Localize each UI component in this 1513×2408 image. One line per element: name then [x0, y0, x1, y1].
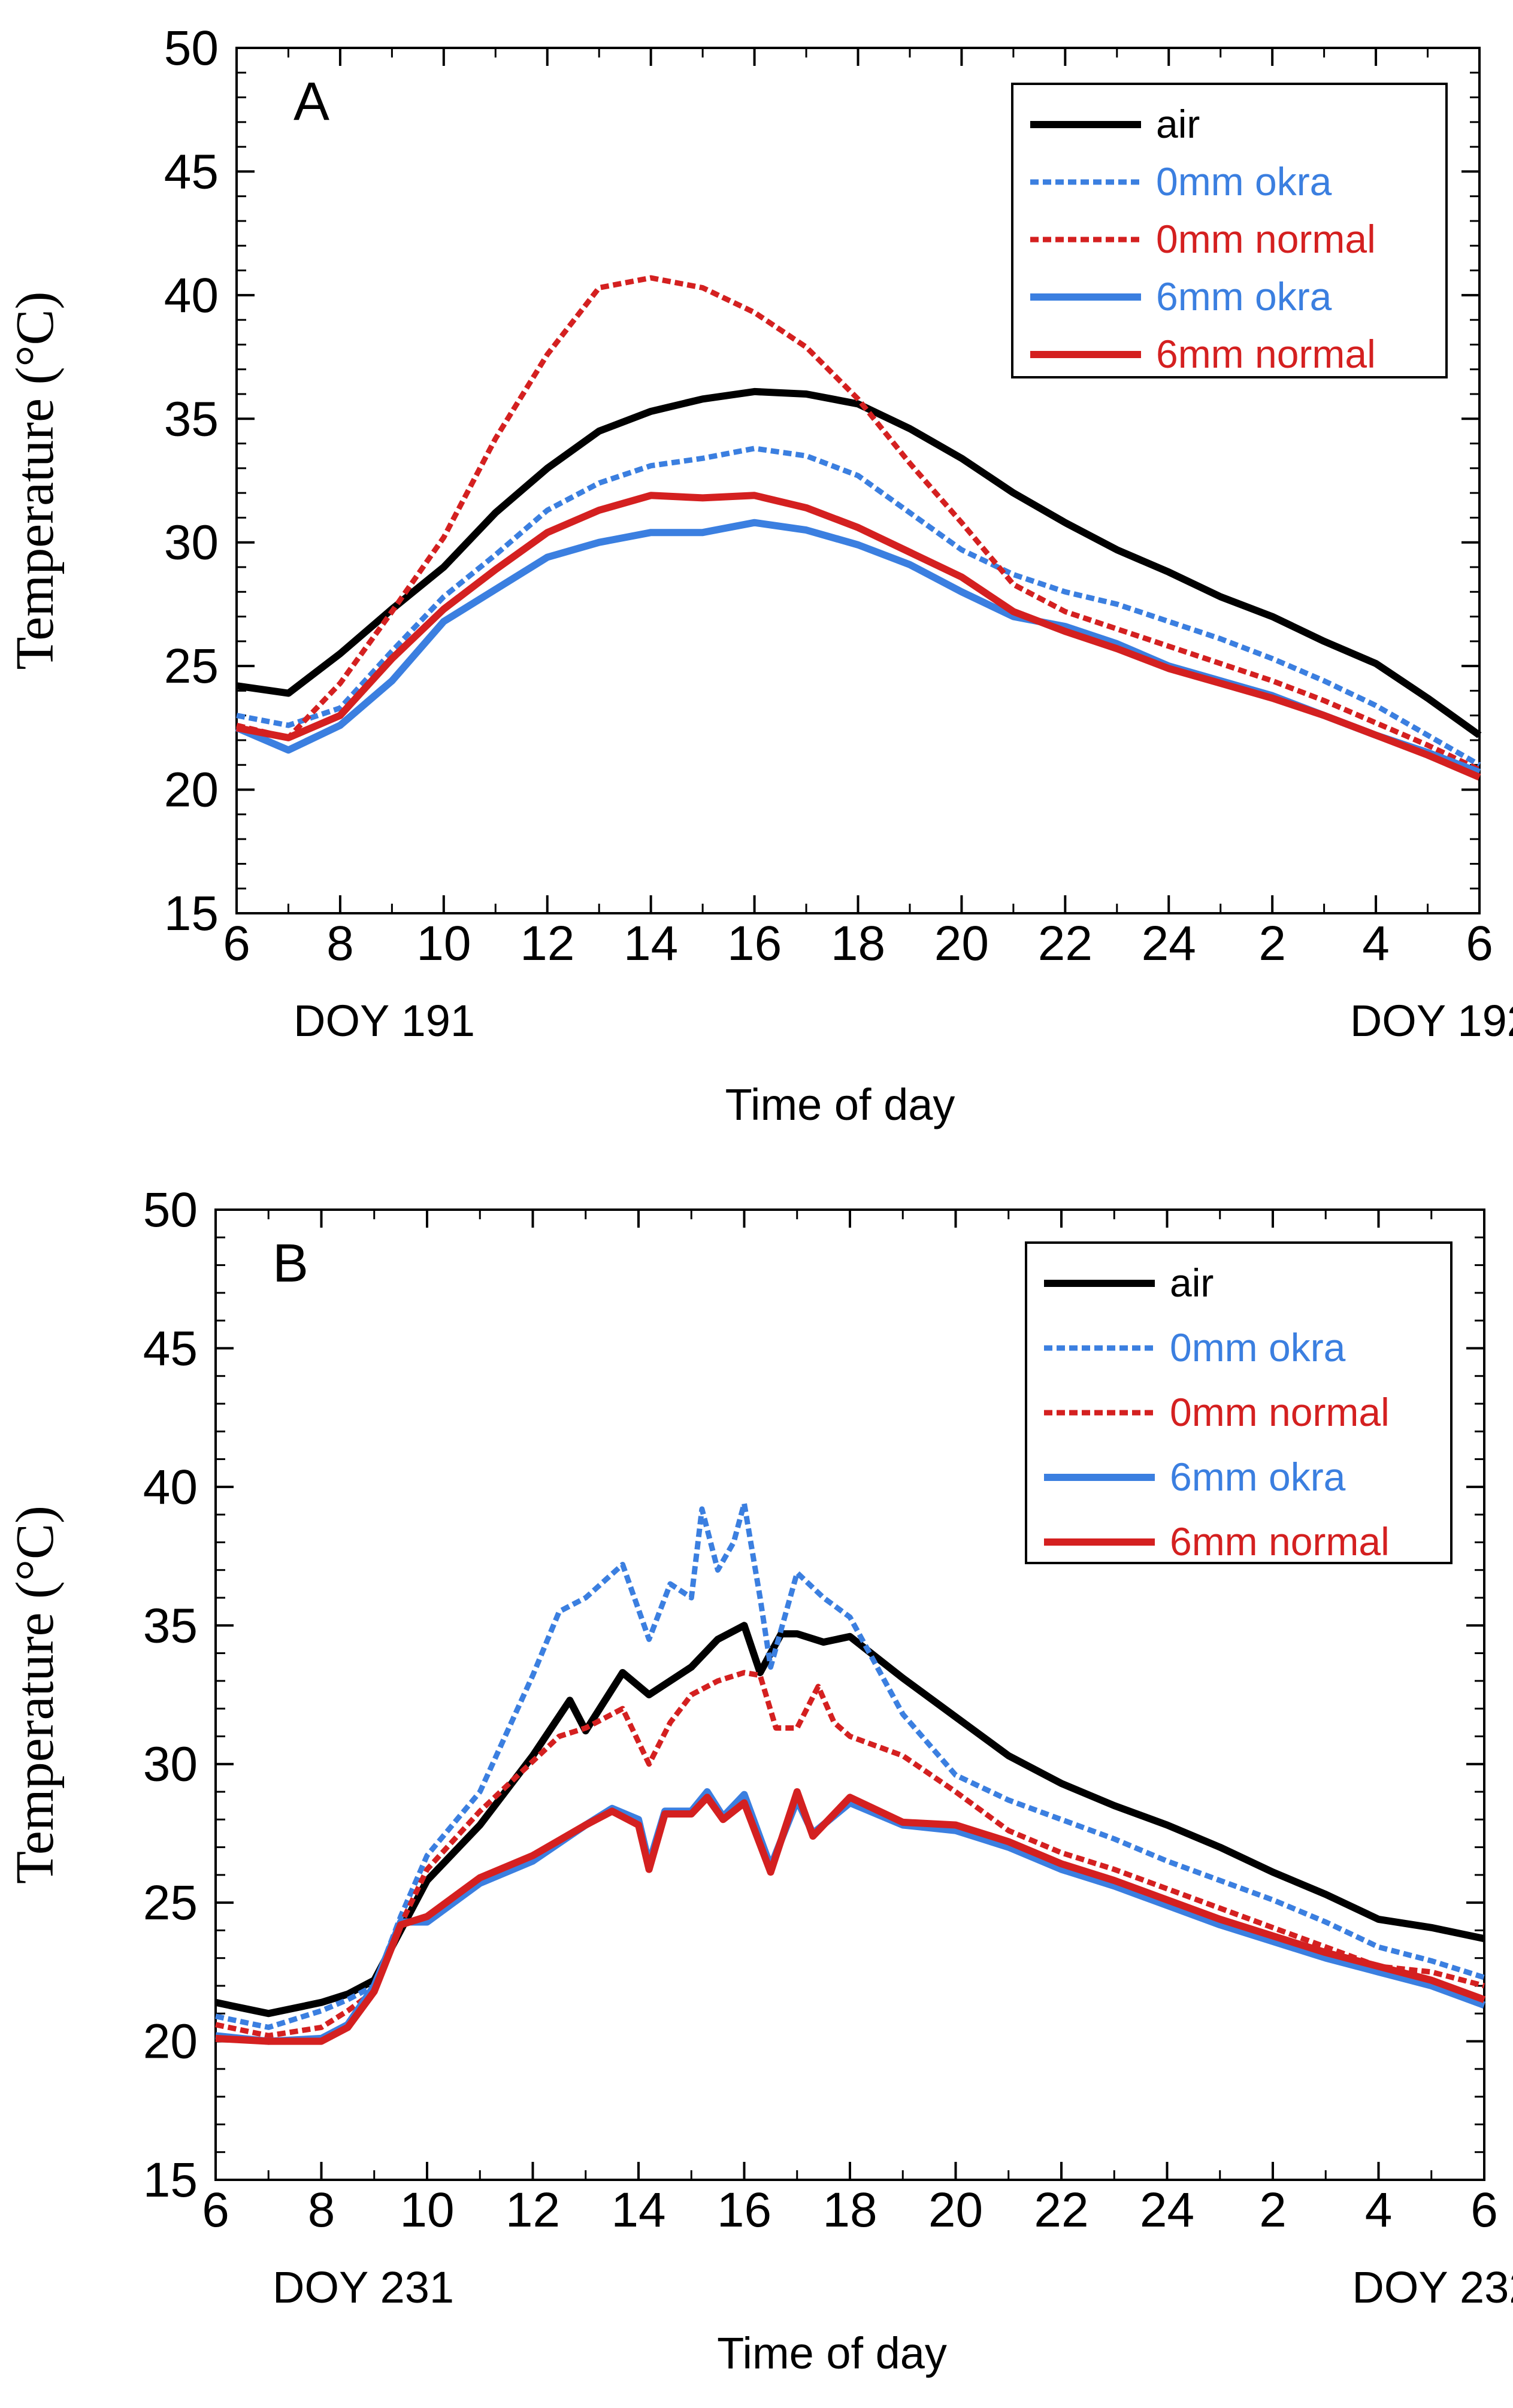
x-tick-label: 4	[1362, 916, 1390, 971]
x-tick-label: 24	[1140, 2183, 1194, 2237]
y-tick-label: 40	[143, 1460, 198, 1515]
panel-letter: A	[293, 72, 329, 132]
y-tick-label: 30	[164, 516, 219, 570]
y-tick-label: 30	[143, 1737, 198, 1792]
x-tick-label: 14	[611, 2183, 665, 2237]
legend-label: 0mm okra	[1156, 159, 1332, 204]
legend-label: 6mm normal	[1170, 1519, 1390, 1564]
x-tick-label: 24	[1142, 916, 1196, 971]
x-tick-label: 8	[308, 2183, 335, 2237]
x-tick-label: 20	[928, 2183, 983, 2237]
legend-label: 6mm okra	[1156, 274, 1332, 319]
y-tick-label: 25	[164, 639, 219, 693]
legend-label: 0mm normal	[1170, 1390, 1390, 1434]
legend-label: 6mm normal	[1156, 332, 1376, 376]
x-tick-label: 14	[624, 916, 678, 971]
legend-label: 0mm okra	[1170, 1325, 1346, 1370]
x-tick-label: 22	[1034, 2183, 1088, 2237]
x-tick-label: 22	[1038, 916, 1093, 971]
legend-label: air	[1170, 1261, 1214, 1305]
x-tick-label: 4	[1365, 2183, 1393, 2237]
y-axis-label: Temperature (°C)	[5, 1506, 65, 1884]
x-tick-label: 18	[831, 916, 885, 971]
legend-label: air	[1156, 102, 1200, 146]
y-tick-label: 20	[164, 763, 219, 817]
y-tick-label: 45	[164, 144, 219, 199]
legend-box	[1011, 83, 1448, 378]
x-tick-label: 20	[934, 916, 989, 971]
x-axis-label: Time of day	[717, 2328, 947, 2378]
day-label-end: DOY 232	[1352, 2262, 1513, 2312]
y-tick-label: 50	[164, 21, 219, 75]
legend-label: 6mm okra	[1170, 1455, 1346, 1499]
series-line-6mm-normal	[215, 1788, 1486, 2045]
series-line-0mm-normal	[215, 1670, 1485, 2039]
y-tick-label: 15	[143, 2153, 198, 2207]
series-line-0mm-okra	[236, 446, 1481, 768]
day-label-start: DOY 231	[273, 2262, 454, 2312]
series-line-0mm-okra	[215, 1501, 1485, 2030]
x-tick-label: 8	[326, 916, 354, 971]
x-tick-label: 10	[400, 2183, 454, 2237]
legend-box	[1025, 1241, 1453, 1564]
series-line-0mm-normal	[235, 275, 1481, 773]
day-label-end: DOY 192	[1350, 996, 1513, 1046]
x-tick-label: 2	[1259, 2183, 1287, 2237]
y-tick-label: 35	[143, 1598, 198, 1653]
y-tick-label: 50	[143, 1183, 198, 1237]
x-tick-label: 6	[223, 916, 250, 971]
panel-letter: B	[273, 1234, 308, 1294]
series-line-air	[214, 1622, 1485, 2018]
y-tick-label: 45	[143, 1321, 198, 1376]
day-label-start: DOY 191	[293, 996, 475, 1046]
x-tick-label: 16	[727, 916, 782, 971]
y-tick-label: 15	[164, 886, 219, 941]
x-tick-label: 6	[202, 2183, 229, 2237]
x-tick-label: 16	[717, 2183, 771, 2237]
series-line-air	[236, 387, 1482, 738]
x-tick-label: 6	[1470, 2183, 1498, 2237]
y-tick-label: 40	[164, 268, 219, 323]
series-line-6mm-okra	[235, 519, 1481, 776]
y-tick-label: 20	[143, 2015, 198, 2069]
x-tick-label: 18	[822, 2183, 877, 2237]
series-line-6mm-normal	[235, 492, 1481, 781]
legend-label: 0mm normal	[1156, 217, 1376, 261]
y-axis-label: Temperature (°C)	[5, 292, 65, 670]
y-tick-label: 25	[143, 1876, 198, 1930]
x-axis-label: Time of day	[725, 1080, 955, 1129]
x-tick-label: 12	[520, 916, 574, 971]
x-tick-label: 6	[1466, 916, 1493, 971]
x-tick-label: 12	[506, 2183, 560, 2237]
x-tick-label: 2	[1258, 916, 1286, 971]
x-tick-label: 10	[416, 916, 471, 971]
y-tick-label: 35	[164, 392, 219, 446]
